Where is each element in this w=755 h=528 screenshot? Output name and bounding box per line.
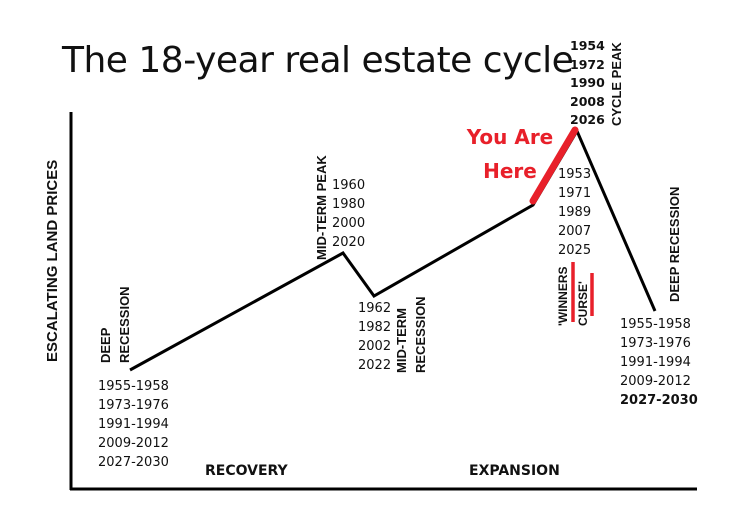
left-recession-label-recession: RECESSION — [117, 286, 132, 363]
mid-recession-label-midterm: MID-TERM — [394, 308, 409, 373]
winners-curse-label-line2: CURSE' — [576, 281, 590, 326]
mid-peak-label: MID-TERM PEAK — [314, 155, 329, 260]
right-recession-label: DEEP RECESSION — [667, 186, 682, 302]
winners-curse-label-line1: 'WINNERS — [556, 266, 570, 326]
winners-curse-years: 1953 1971 1989 2007 2025 — [558, 167, 592, 258]
chart-title: The 18-year real estate cycle — [62, 40, 574, 81]
y-axis-label: ESCALATING LAND PRICES — [44, 159, 61, 362]
left-recession-label-deep: DEEP — [98, 327, 113, 363]
cycle-line — [129, 127, 657, 372]
you-are-here-label: You Are Here — [466, 125, 554, 183]
mid-peak-years: 1960 1980 2000 2020 — [332, 178, 366, 250]
phase-recovery: RECOVERY — [205, 463, 288, 479]
cycle-peak-years: 1954 1972 1990 2008 2026 — [570, 38, 605, 127]
mid-recession-years: 1962 1982 2002 2022 — [358, 301, 392, 373]
mid-recession-label-recession: RECESSION — [413, 296, 428, 373]
highlight-year: 2027-2030 — [620, 393, 698, 408]
cycle-peak-label: CYCLE PEAK — [609, 42, 624, 126]
right-recession-years: 1955-1958 1973-1976 1991-1994 2009-2012 … — [620, 317, 698, 408]
left-recession-years: 1955-1958 1973-1976 1991-1994 2009-2012 … — [98, 379, 169, 470]
you-are-here-highlight — [529, 126, 579, 205]
phase-expansion: EXPANSION — [469, 463, 560, 479]
